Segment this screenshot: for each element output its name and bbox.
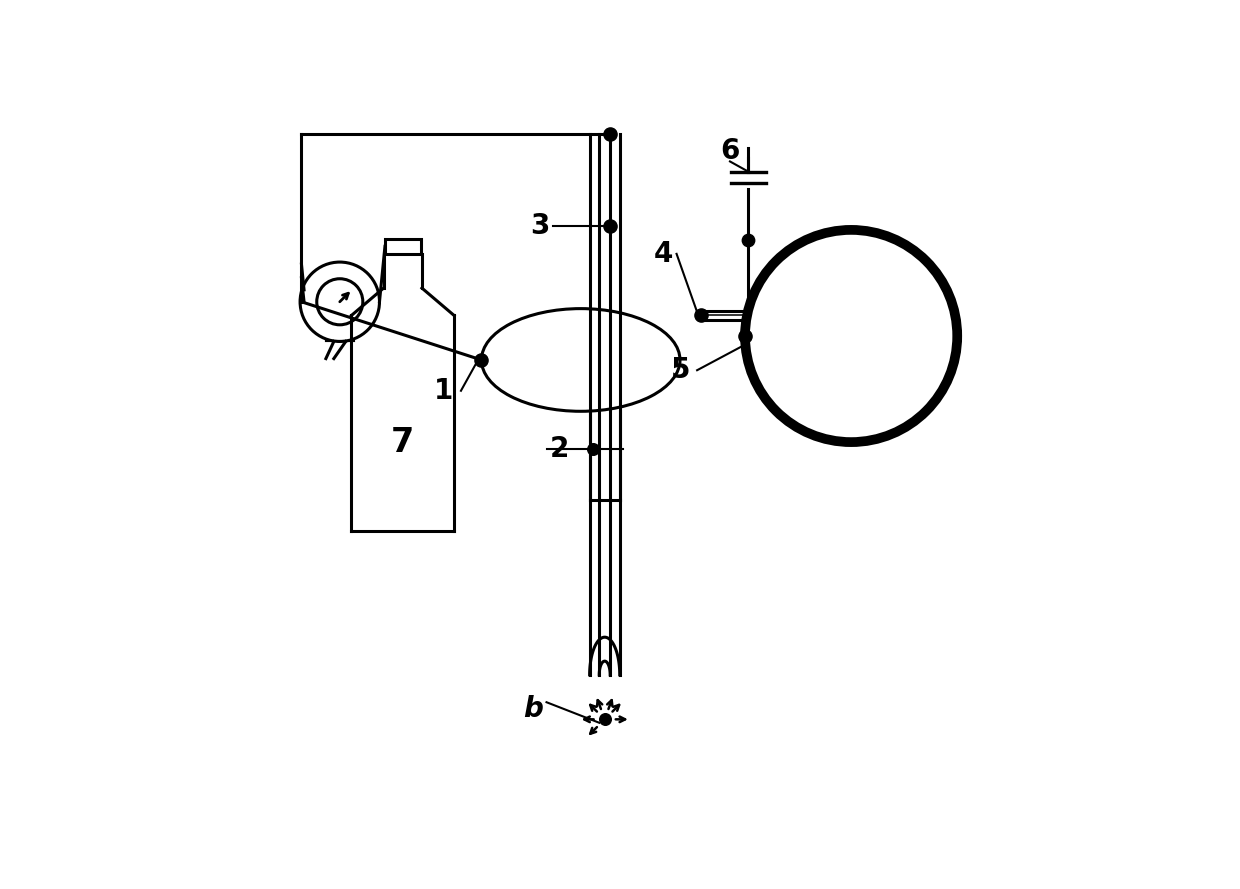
- Text: 2: 2: [549, 435, 569, 463]
- Point: [595, 712, 615, 726]
- Text: 1: 1: [434, 377, 454, 404]
- Text: 5: 5: [671, 356, 691, 384]
- Bar: [384, 239, 420, 254]
- Point: [600, 127, 620, 141]
- Point: [583, 442, 603, 456]
- Point: [735, 329, 755, 343]
- Text: 3: 3: [531, 212, 549, 240]
- Text: 4: 4: [653, 240, 673, 268]
- Point: [739, 233, 759, 247]
- Text: b: b: [523, 695, 543, 723]
- Point: [600, 220, 620, 234]
- Point: [471, 353, 491, 367]
- Text: 7: 7: [391, 426, 414, 459]
- Point: [691, 308, 711, 323]
- Text: 6: 6: [720, 137, 739, 165]
